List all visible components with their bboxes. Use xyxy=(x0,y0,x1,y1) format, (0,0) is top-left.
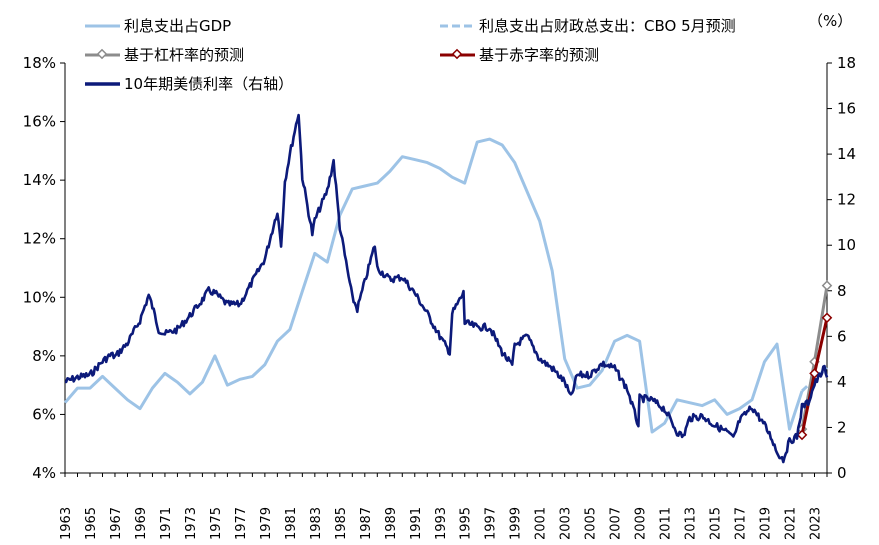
x-tick-label: 2007 xyxy=(609,507,624,540)
x-tick-label: 1965 xyxy=(84,507,99,540)
left-tick-label: 4% xyxy=(32,464,56,482)
left-tick-label: 18% xyxy=(23,54,56,72)
right-tick-label: 18 xyxy=(837,54,856,72)
x-tick-label: 1999 xyxy=(509,507,524,540)
x-tick-label: 1993 xyxy=(434,507,449,540)
left-tick-label: 8% xyxy=(32,347,56,365)
series-layer xyxy=(63,113,833,464)
x-axis-ticks: 1963 1965 1967 1969 1971 1973 1975 1977 1979 1981… xyxy=(59,473,828,540)
right-tick-label: 12 xyxy=(837,191,856,209)
x-tick-label: 2001 xyxy=(534,507,549,540)
x-tick-label: 2003 xyxy=(559,507,574,540)
x-tick-label: 1987 xyxy=(359,507,374,540)
x-tick-label: 1985 xyxy=(334,507,349,540)
series-line-4 xyxy=(64,113,829,464)
left-tick-label: 14% xyxy=(23,171,56,189)
left-tick-label: 16% xyxy=(23,113,56,131)
x-tick-label: 1981 xyxy=(284,507,299,540)
x-tick-label: 1973 xyxy=(184,507,199,540)
legend-label-cbo-forecast: 利息支出占财政总支出：CBO 5月预测 xyxy=(479,17,736,35)
legend-marker-deficit-forecast xyxy=(451,48,463,60)
legend-label-leverage-forecast: 基于杠杆率的预测 xyxy=(124,46,244,64)
series-marker-2 xyxy=(821,280,833,291)
x-tick-label: 1967 xyxy=(109,507,124,540)
legend-label-interest-gdp: 利息支出占GDP xyxy=(124,17,231,35)
right-tick-label: 14 xyxy=(837,145,856,163)
right-tick-label: 4 xyxy=(837,373,847,391)
legend-marker-leverage-forecast xyxy=(96,48,108,60)
left-tick-label: 12% xyxy=(23,230,56,248)
plot-frame xyxy=(64,63,828,474)
x-tick-label: 2019 xyxy=(759,507,774,540)
legend-item-deficit-forecast: 基于赤字率的预测 xyxy=(440,46,599,64)
x-tick-label: 1975 xyxy=(209,507,224,540)
x-tick-label: 1997 xyxy=(484,507,499,540)
right-tick-label: 0 xyxy=(837,464,847,482)
x-tick-label: 2023 xyxy=(809,507,824,540)
right-tick-label: 2 xyxy=(837,418,847,436)
right-tick-label: 8 xyxy=(837,282,847,300)
x-tick-label: 2013 xyxy=(684,507,699,540)
legend-item-leverage-forecast: 基于杠杆率的预测 xyxy=(85,46,244,64)
right-axis-ticks: 0 2 4 6 8 10 12 14 16 18 xyxy=(827,54,856,482)
x-tick-label: 1977 xyxy=(234,507,249,540)
left-axis-ticks: 4% 6% 8% 10% 12% 14% 16% 18% xyxy=(23,54,65,482)
right-tick-label: 16 xyxy=(837,100,856,118)
x-tick-label: 1971 xyxy=(159,507,174,540)
x-tick-label: 1979 xyxy=(259,507,274,540)
legend-label-10y-treasury: 10年期美债利率（右轴） xyxy=(124,75,293,93)
x-tick-label: 2021 xyxy=(784,507,799,540)
series-line-0 xyxy=(63,137,804,434)
legend-item-cbo-forecast: 利息支出占财政总支出：CBO 5月预测 xyxy=(440,17,736,35)
x-tick-label: 2015 xyxy=(709,507,724,540)
x-tick-label: 1983 xyxy=(309,507,324,540)
series-marker-3 xyxy=(809,368,820,379)
x-tick-label: 1991 xyxy=(409,507,424,540)
left-tick-label: 6% xyxy=(32,405,56,423)
legend-item-interest-gdp: 利息支出占GDP xyxy=(85,17,231,35)
series-marker-3 xyxy=(796,429,808,441)
right-tick-label: 6 xyxy=(837,327,847,345)
right-tick-label: 10 xyxy=(837,236,856,254)
x-tick-label: 2017 xyxy=(734,507,749,540)
x-tick-label: 1995 xyxy=(459,507,474,540)
unit-label: （%） xyxy=(808,12,852,30)
x-tick-label: 1969 xyxy=(134,507,149,540)
left-tick-label: 10% xyxy=(23,288,56,306)
x-tick-label: 1963 xyxy=(59,507,74,540)
series-marker-3 xyxy=(821,312,833,324)
x-tick-label: 1989 xyxy=(384,507,399,540)
x-tick-label: 2009 xyxy=(634,507,649,540)
x-tick-label: 2005 xyxy=(584,507,599,540)
legend: 利息支出占GDP 利息支出占财政总支出：CBO 5月预测 基于杠杆率的预测 基于… xyxy=(85,17,736,93)
x-tick-label: 2011 xyxy=(659,507,674,540)
legend-item-10y-treasury: 10年期美债利率（右轴） xyxy=(85,75,293,93)
legend-label-deficit-forecast: 基于赤字率的预测 xyxy=(479,46,599,64)
